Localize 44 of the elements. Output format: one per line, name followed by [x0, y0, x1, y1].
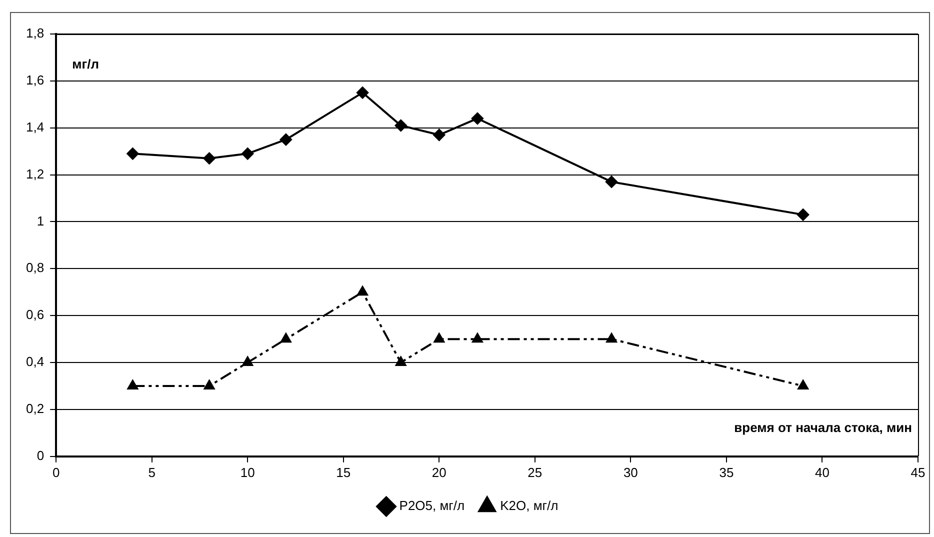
x-tick-label: 45 — [910, 464, 926, 480]
point — [280, 333, 292, 343]
y-tick-label: 0 — [36, 448, 44, 463]
y-tick-label: 0,4 — [26, 354, 44, 370]
y-tick-label: 0,8 — [26, 260, 44, 276]
y-tick-label: 1,6 — [26, 72, 44, 88]
point — [606, 333, 617, 343]
point — [394, 120, 407, 132]
y-tick-label: 1,2 — [26, 166, 44, 182]
point — [606, 176, 618, 188]
point — [203, 152, 216, 164]
point — [127, 380, 138, 390]
y-axis-title: мг/л — [72, 56, 99, 72]
y-tick-label: 1,8 — [26, 26, 44, 41]
point — [396, 356, 406, 366]
x-tick-label: 30 — [623, 464, 638, 480]
point — [471, 112, 484, 124]
point — [797, 208, 810, 221]
x-tick-label: 40 — [814, 464, 830, 480]
point — [433, 128, 446, 141]
x-tick-label: 15 — [336, 464, 351, 480]
point — [242, 148, 254, 160]
x-tick-label: 25 — [528, 464, 542, 480]
point — [357, 286, 368, 296]
point — [126, 148, 139, 160]
x-tick-label: 20 — [432, 464, 446, 480]
point — [204, 380, 215, 390]
point — [798, 380, 808, 390]
x-tick-label: 35 — [719, 464, 734, 480]
x-tick-label: 10 — [240, 464, 255, 480]
legend-label: P2O5, мг/л — [399, 498, 465, 514]
point — [280, 134, 292, 146]
point — [434, 333, 444, 343]
point — [472, 333, 483, 343]
y-tick-label: 1,4 — [26, 119, 44, 134]
legend-label: K2O, мг/л — [500, 498, 558, 514]
x-tick-label: 5 — [148, 464, 156, 480]
y-tick-label: 1 — [36, 213, 44, 228]
point — [356, 86, 369, 99]
x-axis-title: время от начала стока, мин — [734, 420, 912, 435]
point — [242, 356, 253, 366]
x-tick-label: 0 — [52, 464, 60, 480]
y-tick-label: 0,6 — [26, 307, 44, 322]
y-tick-label: 0,2 — [26, 401, 44, 416]
